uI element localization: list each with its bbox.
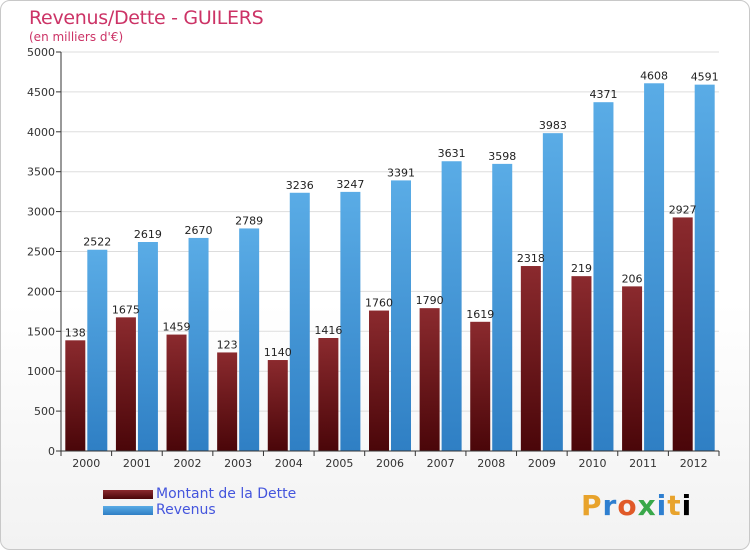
x-tick-label: 2008 <box>477 457 505 470</box>
y-tick-label: 3000 <box>27 206 55 219</box>
data-label-revenus: 3247 <box>336 178 364 191</box>
bar-dette <box>622 286 643 451</box>
y-tick-label: 2500 <box>27 246 55 259</box>
y-tick-label: 4000 <box>27 126 55 139</box>
y-tick-label: 500 <box>34 405 55 418</box>
data-label-dette: 1140 <box>264 346 292 359</box>
y-tick-label: 1500 <box>27 325 55 338</box>
proxiti-logo: Proxiti <box>581 489 693 522</box>
data-label-dette: 138 <box>65 326 86 339</box>
bar-dette <box>369 310 389 451</box>
data-label-revenus: 3236 <box>286 179 314 192</box>
bar-revenus <box>188 237 209 451</box>
bar-revenus <box>542 133 563 451</box>
bars <box>65 83 715 452</box>
bar-revenus <box>239 228 260 451</box>
x-tick-label: 2006 <box>376 457 404 470</box>
data-label-dette: 206 <box>622 272 643 285</box>
x-tick-label: 2001 <box>123 457 151 470</box>
bar-revenus <box>137 242 158 451</box>
data-label-revenus: 2670 <box>185 224 213 237</box>
bar-dette <box>217 352 238 451</box>
data-label-revenus: 2522 <box>83 236 111 249</box>
bar-dette <box>115 317 136 451</box>
bar-revenus <box>441 161 462 451</box>
data-label-revenus: 3598 <box>488 150 516 163</box>
chart-subtitle: (en milliers d'€) <box>29 30 124 44</box>
data-label-revenus: 4591 <box>691 71 719 84</box>
bar-dette <box>571 276 592 451</box>
data-label-dette: 2927 <box>669 203 697 216</box>
data-label-dette: 1790 <box>416 294 444 307</box>
legend-label-revenus: Revenus <box>156 502 216 518</box>
data-label-revenus: 4371 <box>589 88 617 101</box>
value-labels: 138 2522 1675 2619 1459 2670 123 2789 1140 3236 14… <box>65 69 719 359</box>
x-tick-label: 2004 <box>275 457 303 470</box>
legend-swatch-revenus <box>103 506 153 515</box>
data-label-revenus: 3983 <box>539 119 567 132</box>
data-label-revenus: 3631 <box>438 147 466 160</box>
bar-dette <box>166 334 187 451</box>
bar-dette <box>65 340 86 451</box>
x-tick-label: 2011 <box>629 457 657 470</box>
bar-revenus <box>391 180 411 451</box>
y-tick-label: 0 <box>48 445 55 458</box>
legend-label-dette: Montant de la Dette <box>156 486 297 502</box>
bar-dette <box>267 360 288 451</box>
bar-dette <box>470 321 491 451</box>
axes: 0 500 1000 1500 2000 2500 3000 3500 4000 4500 5000… <box>27 46 720 470</box>
bar-dette <box>672 217 693 451</box>
gridlines <box>61 51 719 452</box>
bar-revenus <box>644 83 665 451</box>
y-tick-label: 2000 <box>27 285 55 298</box>
y-tick-label: 3500 <box>27 166 55 179</box>
bar-revenus <box>593 102 614 451</box>
data-label-revenus: 4608 <box>640 69 668 82</box>
bar-revenus <box>492 163 513 452</box>
y-tick-label: 5000 <box>27 46 55 59</box>
bar-revenus <box>340 191 361 451</box>
x-tick-label: 2007 <box>427 457 455 470</box>
data-label-dette: 1459 <box>163 321 191 334</box>
x-tick-label: 2002 <box>174 457 202 470</box>
bar-revenus <box>694 84 715 452</box>
x-tick-label: 2010 <box>578 457 606 470</box>
bar-dette <box>318 338 339 451</box>
data-label-dette: 1675 <box>112 303 140 316</box>
y-tick-label: 4500 <box>27 86 55 99</box>
chart-title: Revenus/Dette - GUILERS <box>29 7 264 29</box>
y-tick-label: 1000 <box>27 365 55 378</box>
data-label-dette: 123 <box>217 338 238 351</box>
x-tick-label: 2000 <box>72 457 100 470</box>
data-label-revenus: 3391 <box>387 166 415 179</box>
legend-swatch-dette <box>103 490 153 499</box>
data-label-revenus: 2789 <box>235 214 263 227</box>
bar-revenus <box>289 192 310 451</box>
data-label-dette: 1416 <box>314 324 342 337</box>
bar-revenus <box>87 249 108 451</box>
data-label-dette: 1619 <box>466 308 494 321</box>
x-tick-label: 2005 <box>325 457 353 470</box>
data-label-revenus: 2619 <box>134 228 162 241</box>
x-tick-label: 2009 <box>528 457 556 470</box>
x-tick-label: 2012 <box>680 457 708 470</box>
data-label-dette: 219 <box>571 262 592 275</box>
data-label-dette: 1760 <box>365 297 393 310</box>
bar-dette <box>520 266 541 451</box>
bar-dette <box>419 308 440 451</box>
x-tick-label: 2003 <box>224 457 252 470</box>
data-label-dette: 2318 <box>517 252 545 265</box>
